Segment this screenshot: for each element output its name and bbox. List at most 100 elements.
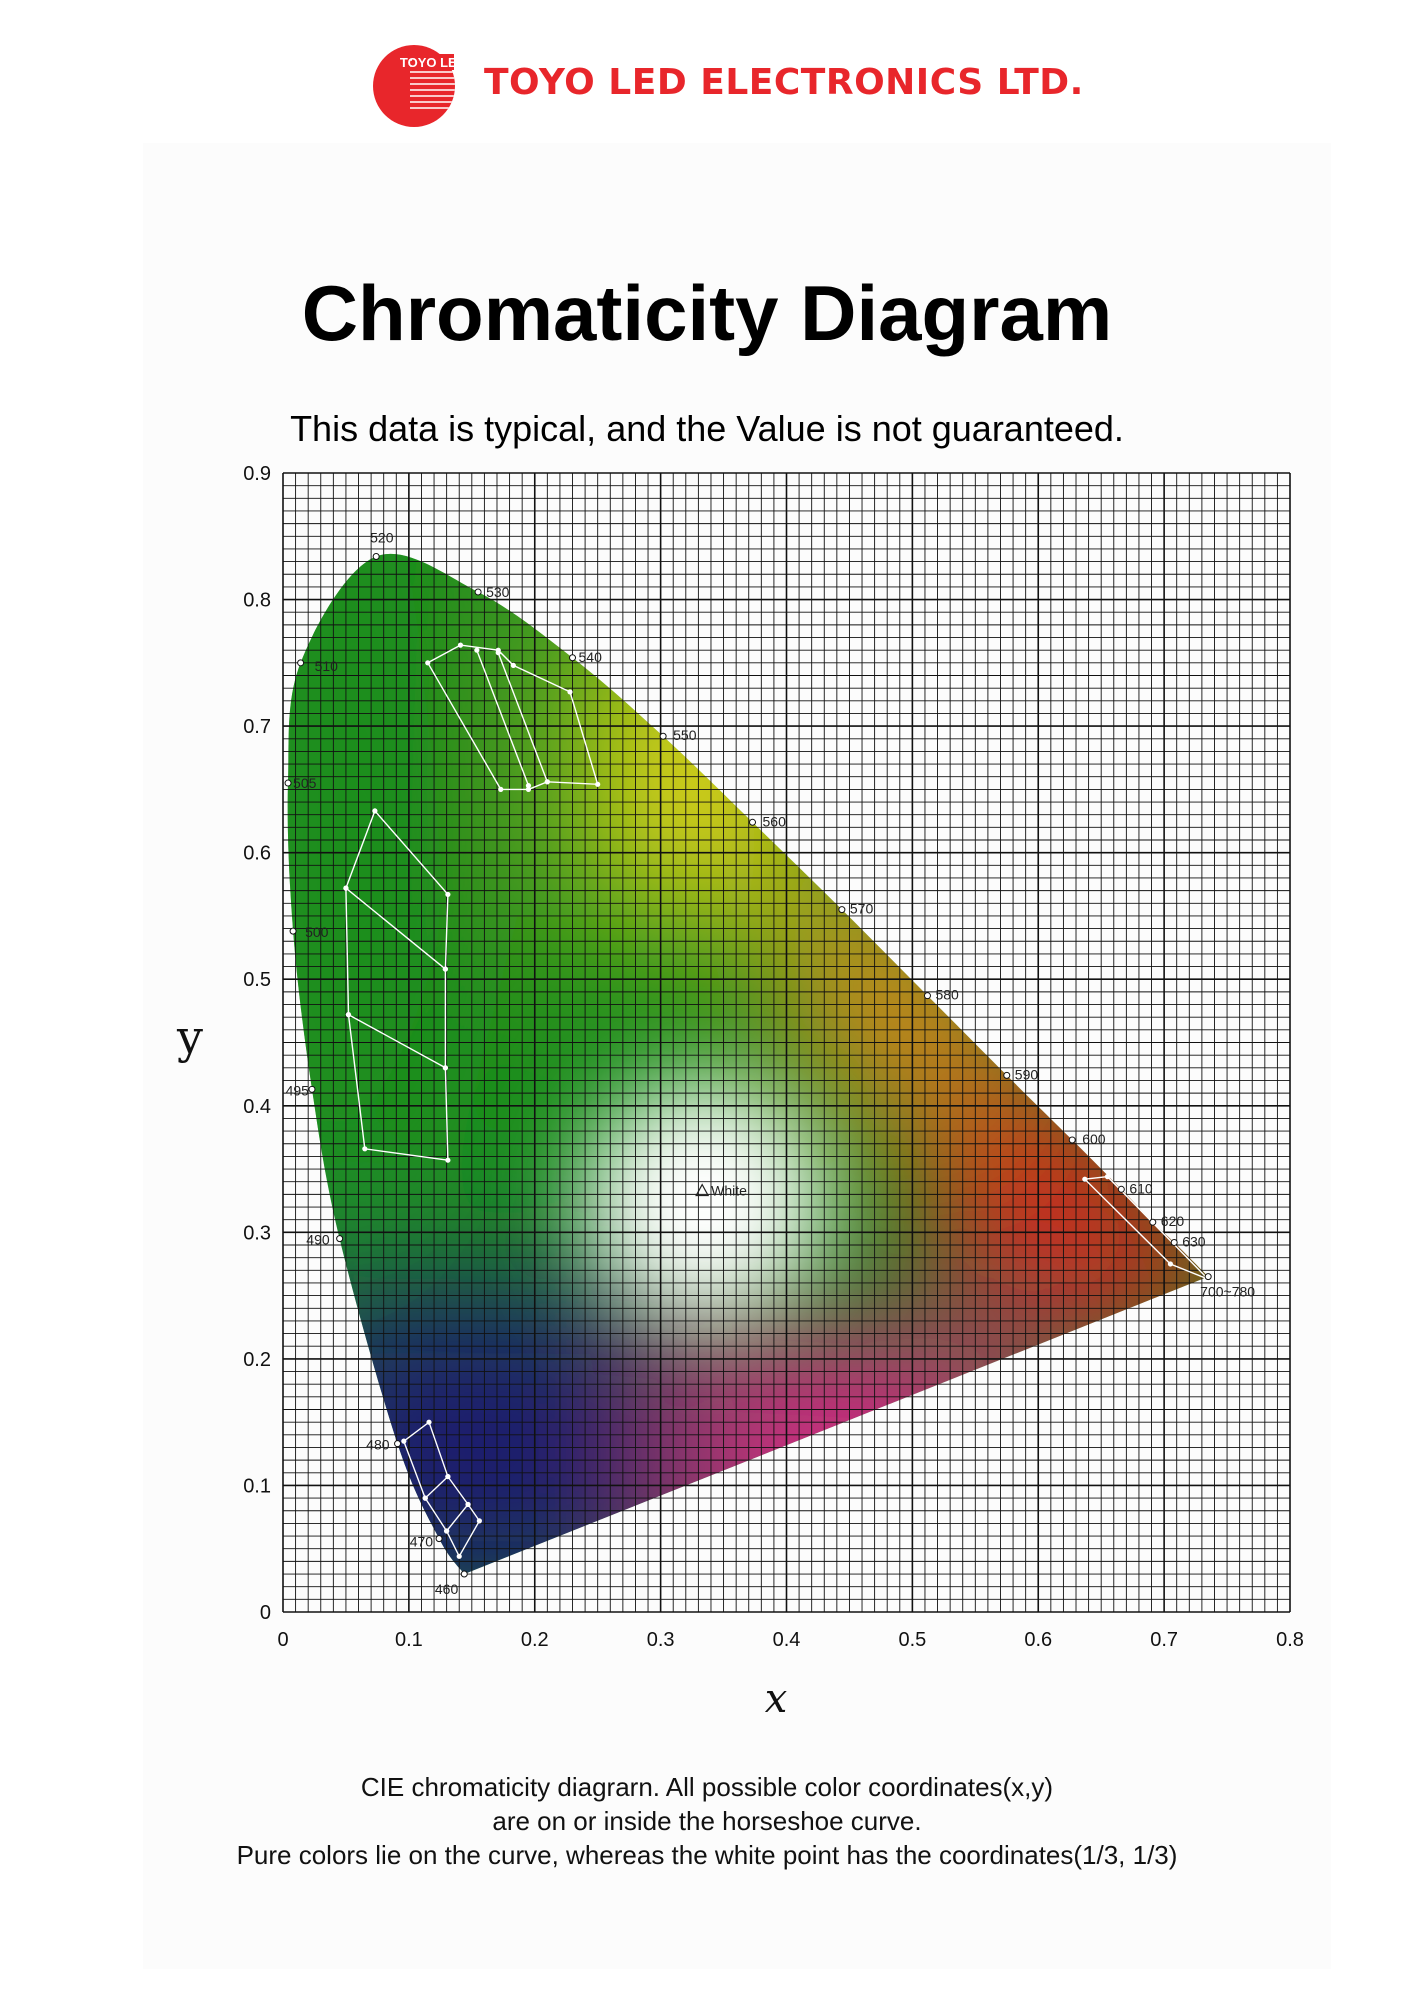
bin-vertex-red	[1082, 1176, 1088, 1182]
wavelength-point	[336, 1235, 344, 1243]
x-tick-label: 0.7	[1150, 1629, 1178, 1651]
wavelength-point	[474, 588, 482, 596]
bin-vertex-blue-green	[343, 885, 349, 891]
white-point-marker	[695, 1183, 710, 1197]
bin-vertex-green	[525, 786, 532, 792]
caption-line-3: Pure colors lie on the curve, whereas th…	[236, 1840, 1178, 1870]
y-tick-label: 0.6	[243, 843, 271, 865]
bin-vertex-blue-green	[362, 1146, 368, 1152]
wavelength-label: 510	[315, 658, 339, 674]
wavelength-label: 520	[370, 530, 394, 546]
wavelength-label: 540	[579, 649, 603, 665]
wavelength-label: 620	[1161, 1213, 1185, 1229]
bin-vertex-blue	[465, 1501, 471, 1508]
bin-vertex-green	[474, 647, 480, 653]
x-tick-label: 0.1	[395, 1629, 423, 1651]
bin-vertex-green	[567, 689, 573, 695]
x-tick-label: 0	[277, 1629, 288, 1651]
caption-line-2: are on or inside the horseshoe curve.	[492, 1806, 922, 1836]
bin-vertex-green	[457, 642, 464, 648]
company-name: TOYO LED ELECTRONICS LTD.	[484, 62, 1084, 103]
y-tick-label: 0.9	[243, 463, 271, 485]
y-tick-label: 0.2	[243, 1349, 271, 1371]
bin-vertex-blue	[426, 1419, 432, 1425]
bin-region-blue-green	[348, 1014, 446, 1069]
wavelength-point	[284, 779, 292, 787]
bin-vertex-blue-green	[442, 966, 448, 972]
wavelength-label: 505	[293, 775, 317, 791]
wavelength-point	[460, 1570, 468, 1578]
wavelength-label: 610	[1129, 1180, 1153, 1196]
y-tick-label: 0.4	[243, 1096, 271, 1118]
chart-grid	[282, 472, 1291, 1613]
bin-vertex-red	[1167, 1261, 1174, 1267]
wavelength-label: 495	[286, 1082, 310, 1098]
x-tick-label: 0.6	[1024, 1629, 1052, 1651]
wavelength-point	[1068, 1136, 1076, 1144]
wavelength-label: 550	[673, 727, 697, 743]
y-tick-label: 0.3	[243, 1222, 271, 1244]
wavelength-point	[289, 927, 297, 935]
y-tick-label: 0.7	[243, 716, 271, 738]
y-tick-label: 0.5	[243, 969, 271, 991]
wavelength-label: 630	[1182, 1233, 1206, 1249]
wavelength-label: 570	[850, 901, 874, 917]
bin-vertex-red	[1104, 1174, 1111, 1180]
wavelength-label: 580	[935, 987, 959, 1003]
wavelength-point	[372, 553, 380, 561]
bin-region-green	[476, 649, 530, 786]
bin-vertex-green	[495, 650, 501, 656]
wavelength-point	[1149, 1218, 1157, 1226]
wavelength-label: 530	[486, 584, 510, 600]
bin-vertex-green	[510, 662, 516, 668]
wavelength-point	[659, 732, 667, 740]
bin-vertex-blue-green	[442, 1065, 448, 1071]
bin-vertex-blue	[445, 1473, 451, 1480]
y-axis-title: y	[176, 1010, 203, 1064]
axis-ticks: 0 0.1 0.2 0.3 0.4 0.5 0.6 0.7 0.8 0 0.1 0.2 0.3 0.4 0.…	[243, 463, 1304, 1651]
white-point-label: White	[711, 1183, 747, 1199]
wavelength-label: 490	[306, 1232, 330, 1248]
wavelength-point	[308, 1085, 316, 1093]
bin-region-blue-green	[345, 887, 446, 970]
wavelength-point	[923, 992, 931, 1000]
bin-vertex-blue	[422, 1495, 428, 1501]
wavelength-point	[435, 1535, 443, 1543]
bin-vertex-blue	[444, 1528, 450, 1534]
wavelength-label: 700~780	[1200, 1284, 1255, 1300]
bin-vertex-green	[525, 782, 532, 789]
bin-region-blue	[424, 1476, 449, 1499]
wavelength-label: 560	[763, 813, 787, 829]
y-tick-label: 0.8	[243, 590, 271, 612]
bin-vertex-blue-green	[445, 1157, 451, 1163]
wavelength-point	[1204, 1273, 1212, 1281]
bin-vertex-green	[544, 779, 550, 785]
caption-line-1: CIE chromaticity diagrarn. All possible …	[360, 1772, 1054, 1802]
bin-vertex-blue-green	[372, 808, 378, 814]
spectral-locus-points: 460 470 480 490 495 500 505 510 520 530 540 550 560 5…	[284, 530, 1255, 1597]
bin-region-green	[497, 652, 548, 783]
page-title: Chromaticity Diagram	[301, 269, 1113, 357]
y-tick-label: 0.1	[243, 1475, 271, 1497]
wavelength-point	[297, 659, 305, 667]
bin-regions	[343, 642, 1211, 1559]
figure-caption: CIE chromaticity diagrarn. All possible …	[0, 1770, 1414, 1872]
x-tick-label: 0.3	[647, 1629, 675, 1651]
fill-green-region	[287, 553, 447, 1170]
company-header: TOYO LED TOYO LED ELECTRONICS LTD.	[372, 44, 1132, 130]
x-tick-label: 0.4	[773, 1629, 801, 1651]
wavelength-label: 590	[1015, 1066, 1039, 1082]
bin-vertex-blue	[476, 1518, 482, 1524]
bin-vertex-blue-green	[345, 1012, 352, 1018]
bin-region-blue	[446, 1503, 469, 1532]
bin-vertex-green	[425, 660, 431, 666]
bin-vertex-blue-green	[445, 891, 451, 898]
x-tick-label: 0.8	[1276, 1629, 1304, 1651]
company-logo: TOYO LED	[373, 45, 456, 127]
bin-vertex-blue	[456, 1553, 462, 1559]
x-tick-label: 0.2	[521, 1629, 549, 1651]
page-subtitle: This data is typical, and the Value is n…	[290, 408, 1124, 449]
fill-white-group	[584, 1080, 825, 1321]
wavelength-point	[1117, 1185, 1125, 1193]
